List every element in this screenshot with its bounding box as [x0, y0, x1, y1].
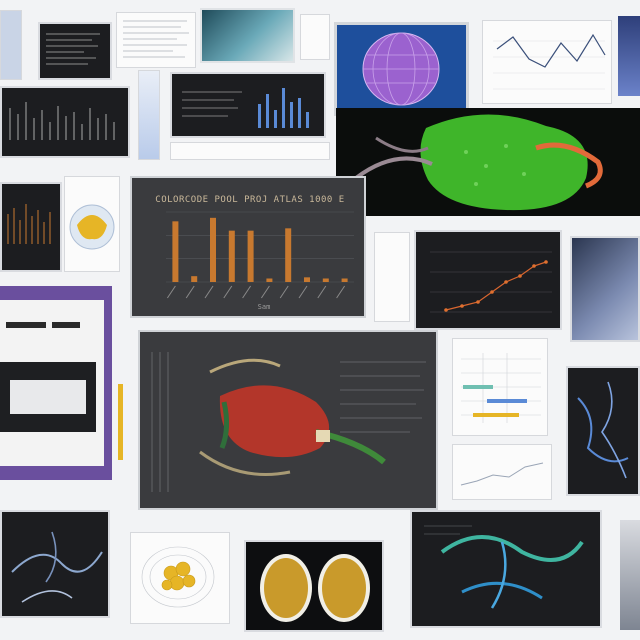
blue-network-monitor — [566, 366, 640, 496]
bar-table-document — [452, 338, 548, 436]
bar-2 — [191, 276, 198, 282]
bar-5 — [247, 230, 254, 282]
caption-strip — [170, 142, 330, 160]
yellow-marker — [118, 384, 123, 460]
tick-label-2 — [185, 285, 195, 299]
framed-document-page — [0, 300, 104, 466]
tick-label-8 — [298, 285, 308, 299]
monitor-text-lines — [46, 33, 100, 65]
bottom-brain-slices — [244, 540, 384, 632]
blue-vial-strip — [138, 70, 160, 160]
bar-1 — [172, 221, 179, 282]
x-axis-label: Sam — [258, 303, 271, 311]
anatomy-diagram-panel — [138, 330, 438, 510]
tick-label-1 — [166, 285, 176, 299]
bottom-left-network-image — [0, 510, 110, 618]
tick-label-4 — [223, 285, 233, 299]
scatter-chart-panel — [414, 230, 562, 330]
green-tissue-image — [336, 108, 640, 216]
brain-slice-icon — [260, 554, 370, 622]
top-document-page — [116, 12, 196, 68]
document-heading-bar — [52, 322, 80, 328]
bar-8 — [304, 277, 310, 282]
bar-7 — [285, 228, 292, 282]
line-graph-document — [452, 444, 552, 500]
spectrum-icon — [7, 204, 51, 244]
blue-bar-monitor — [170, 72, 326, 138]
yellow-organ-icon — [69, 204, 115, 250]
bar-10 — [341, 278, 348, 282]
chart-bars — [166, 217, 348, 299]
orange-spectrum-monitor — [0, 182, 62, 272]
tick-label-9 — [317, 285, 327, 299]
chart-title: COLORCODE POOL PROJ ATLAS 1000 E — [155, 195, 344, 205]
bar-4 — [228, 230, 235, 282]
tick-label-6 — [260, 285, 270, 299]
yellow-cluster-figure — [130, 532, 230, 624]
document-heading-bar — [6, 322, 46, 328]
top-xray-image — [200, 8, 295, 63]
blue-bars-icon — [182, 88, 309, 128]
tick-label-3 — [204, 285, 214, 299]
teal-network-icon — [424, 525, 584, 609]
bottom-network-panel — [410, 510, 602, 628]
embedded-monitor — [0, 362, 96, 432]
embedded-screen — [10, 380, 86, 414]
line-graph-icon — [460, 462, 544, 486]
table-chart-icon — [461, 353, 541, 423]
waveform-icon — [9, 102, 115, 140]
document-lines — [123, 20, 189, 58]
anatomy-figure — [151, 352, 426, 492]
right-notes-strip — [374, 232, 410, 322]
bar-chart-panel: COLORCODE POOL PROJ ATLAS 1000 E Sam — [130, 176, 366, 318]
waveform-monitor — [0, 86, 130, 158]
tick-label-7 — [279, 285, 289, 299]
bar-6 — [266, 278, 273, 282]
line-chart-icon — [493, 33, 606, 90]
line-chart-thumbnail — [482, 20, 612, 104]
blue-fiber-image — [570, 236, 640, 342]
sphere-icon — [362, 32, 440, 106]
tick-label-5 — [242, 285, 252, 299]
bar-chart: COLORCODE POOL PROJ ATLAS 1000 E Sam — [155, 195, 354, 311]
purple-framed-document — [0, 286, 112, 480]
left-edge-photo — [0, 10, 22, 80]
purple-sphere-figure — [334, 22, 469, 116]
yellow-cluster-icon — [141, 546, 215, 608]
chart-grid — [166, 211, 354, 283]
blue-network-icon — [577, 381, 629, 479]
top-right-blue-image — [618, 16, 640, 96]
top-mid-document — [300, 14, 330, 60]
yellow-organ-figure — [64, 176, 120, 272]
top-small-monitor — [38, 22, 112, 80]
green-organ-icon — [354, 114, 603, 211]
tick-label-10 — [336, 285, 346, 299]
scatter-chart-icon — [430, 251, 552, 313]
neural-network-icon — [11, 531, 103, 603]
bottom-right-edge-image — [620, 520, 640, 630]
bar-9 — [322, 278, 329, 282]
bar-3 — [210, 217, 216, 282]
